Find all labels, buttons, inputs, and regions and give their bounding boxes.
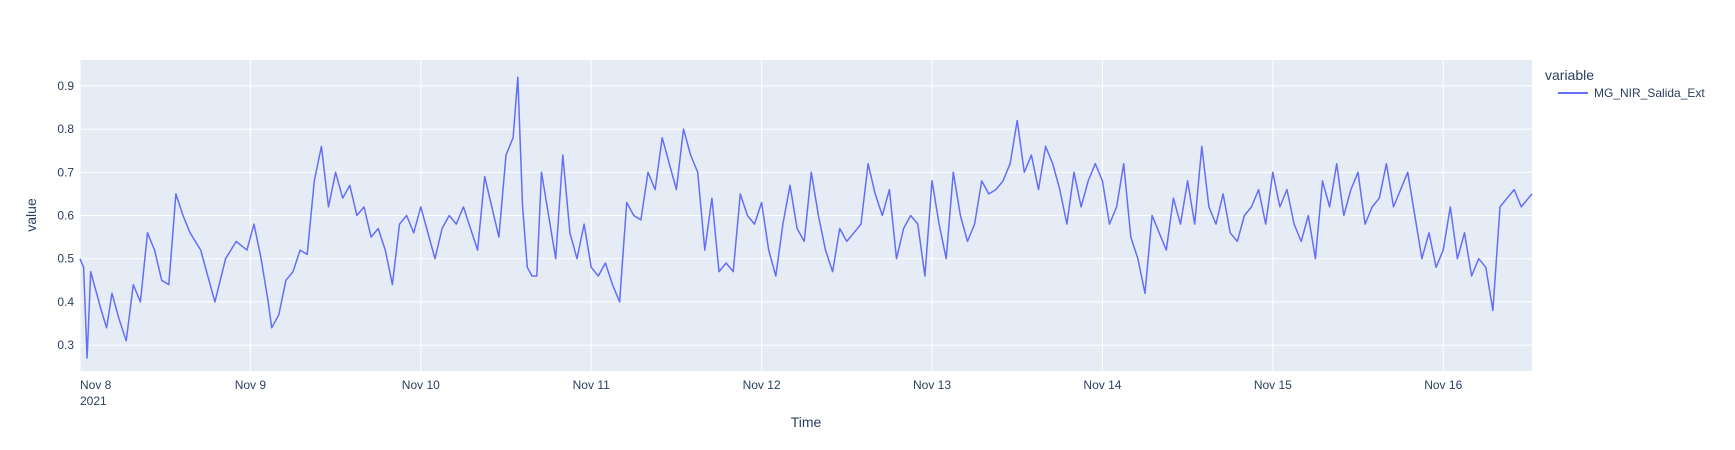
x-tick-label: Nov 8 — [80, 378, 112, 392]
x-tick-label: Nov 14 — [1083, 378, 1121, 392]
y-tick-label: 0.6 — [57, 209, 74, 223]
legend[interactable]: variable MG_NIR_Salida_Ext — [1545, 67, 1705, 100]
legend-title: variable — [1545, 67, 1594, 83]
x-axis-title: Time — [791, 414, 822, 430]
x-tick-label: Nov 15 — [1254, 378, 1292, 392]
y-tick-label: 0.5 — [57, 252, 74, 266]
y-tick-label: 0.8 — [57, 122, 74, 136]
y-axis-title: value — [23, 198, 39, 232]
x-tick-label: Nov 13 — [913, 378, 951, 392]
series-layer — [79, 76, 1533, 359]
legend-series-label[interactable]: MG_NIR_Salida_Ext — [1594, 86, 1705, 100]
x-tick-labels: Nov 8 2021 Nov 9 Nov 10 Nov 11 Nov 12 Nov 13 No… — [80, 378, 1463, 408]
series-line-0[interactable] — [79, 76, 1533, 359]
x-tick-label: Nov 11 — [573, 378, 610, 392]
y-tick-label: 0.9 — [57, 79, 74, 93]
x-tick-label: Nov 12 — [743, 378, 781, 392]
x-tick-sublabel: 2021 — [80, 394, 107, 408]
x-tick-label: Nov 9 — [235, 378, 267, 392]
y-tick-labels: 0.3 0.4 0.5 0.6 0.7 0.8 0.9 — [57, 79, 74, 352]
y-tick-label: 0.7 — [57, 165, 74, 179]
y-gridlines — [80, 85, 1532, 346]
x-tick-label: Nov 10 — [402, 378, 440, 392]
x-gridlines — [79, 60, 1444, 371]
x-tick-label: Nov 16 — [1424, 378, 1462, 392]
y-tick-label: 0.4 — [57, 295, 74, 309]
y-tick-label: 0.3 — [57, 338, 74, 352]
